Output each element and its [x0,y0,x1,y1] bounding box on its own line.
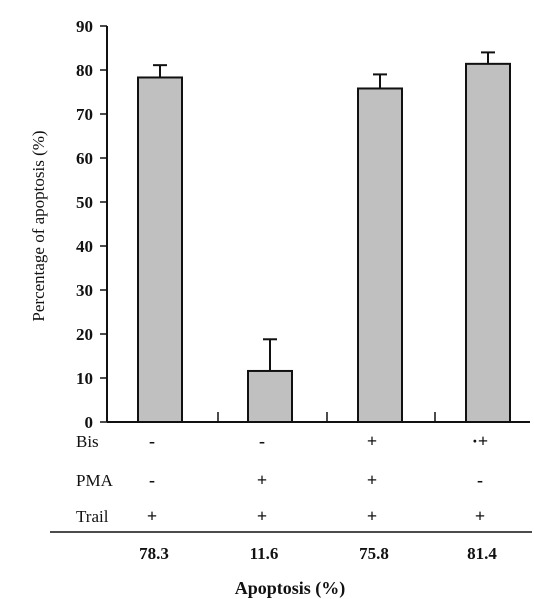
x-axis-label: Apoptosis (%) [235,578,346,599]
bar [137,76,183,423]
error-bars [153,51,495,371]
y-axis-label: Percentage of apoptosis (%) [29,130,48,321]
y-tick-label: 80 [76,61,93,80]
x-ticks [217,412,436,422]
treatment-label: Trail [76,507,109,526]
y-tick-label: 30 [76,281,93,300]
treatment-sign: + [147,506,157,526]
treatment-label: PMA [76,471,114,490]
bar [247,369,293,423]
y-tick-label: 60 [76,149,93,168]
y-tick-label: 10 [76,369,93,388]
bar [357,87,403,423]
y-tick-label: 70 [76,105,93,124]
summary-row: 78.3 11.6 75.8 81.4 [139,544,497,563]
treatment-sign: - [149,470,155,490]
y-tick-label: 0 [85,413,94,432]
treatment-sign: + [475,506,485,526]
treatment-sign: + [367,470,377,490]
y-ticks: 0 10 20 30 40 50 60 70 80 90 [76,17,107,432]
y-tick-label: 20 [76,325,93,344]
treatment-sign: - [259,431,265,451]
summary-value: 81.4 [467,544,497,563]
bar [465,62,511,424]
treatment-sign: ·+ [472,431,488,451]
treatment-sign: + [367,431,377,451]
treatment-sign: + [257,470,267,490]
y-tick-label: 90 [76,17,93,36]
summary-value: 75.8 [359,544,389,563]
bars [137,62,511,424]
treatment-sign: + [367,506,377,526]
summary-value: 78.3 [139,544,169,563]
summary-value: 11.6 [250,544,279,563]
treatment-sign: - [149,431,155,451]
treatment-table: Bis - - + ·+ PMA - + + - Trail + + + + [76,431,488,526]
treatment-sign: - [477,470,483,490]
y-tick-label: 40 [76,237,93,256]
y-tick-label: 50 [76,193,93,212]
treatment-label: Bis [76,432,99,451]
treatment-sign: + [257,506,267,526]
